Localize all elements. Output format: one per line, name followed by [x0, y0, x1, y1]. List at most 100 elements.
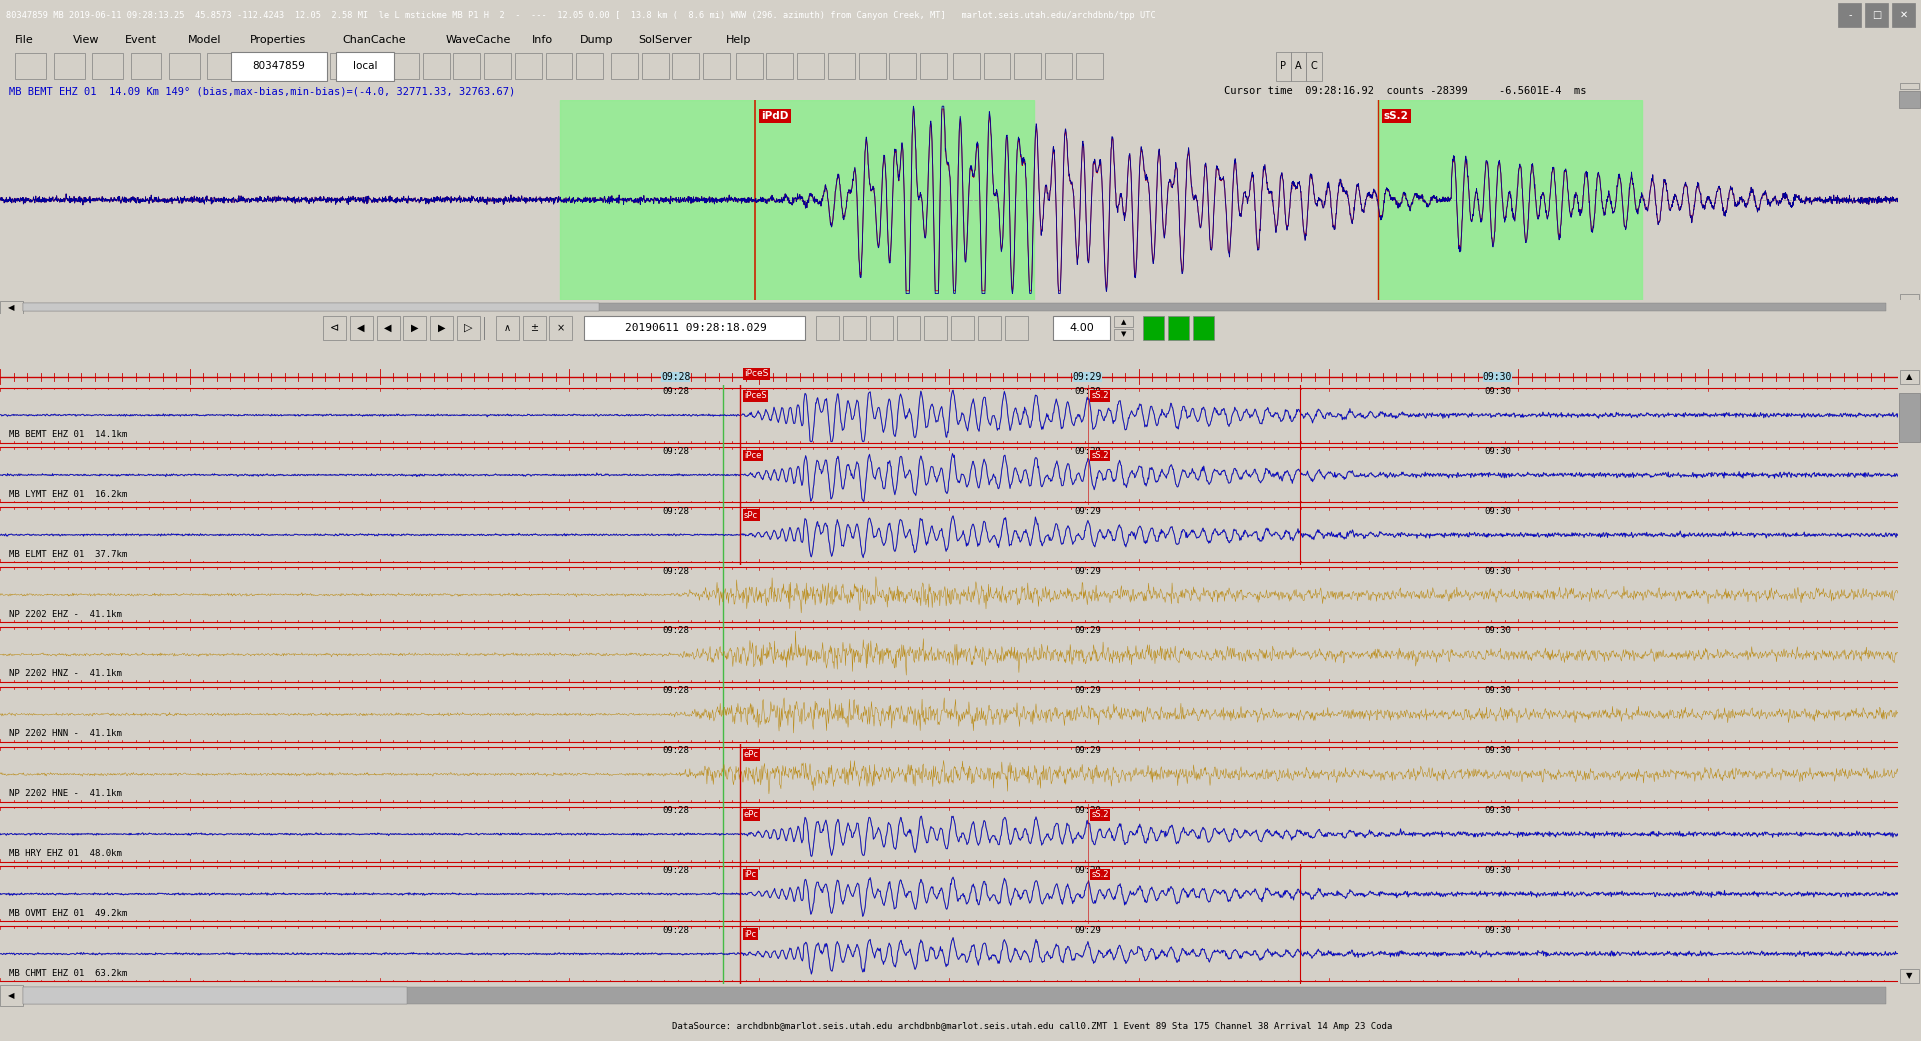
Bar: [231, 52, 327, 80]
Bar: [1114, 315, 1133, 327]
Bar: [859, 53, 886, 79]
Text: ePc: ePc: [743, 810, 759, 819]
Text: NP 2202 HNN -  41.1km: NP 2202 HNN - 41.1km: [10, 730, 123, 738]
Text: iPdD: iPdD: [761, 111, 788, 121]
Bar: [430, 315, 453, 340]
Text: 09:29: 09:29: [1074, 507, 1101, 515]
Bar: [1892, 3, 1915, 27]
Text: 09:29: 09:29: [1074, 566, 1101, 576]
Bar: [54, 53, 85, 79]
Text: 09:28: 09:28: [663, 866, 690, 874]
Text: NP 2202 HNE -  41.1km: NP 2202 HNE - 41.1km: [10, 789, 123, 798]
Bar: [1168, 315, 1189, 340]
Text: NP 2202 HNZ -  41.1km: NP 2202 HNZ - 41.1km: [10, 669, 123, 679]
Bar: [1143, 315, 1164, 340]
Text: sPc: sPc: [743, 511, 759, 519]
Text: 80347859 MB 2019-06-11 09:28:13.25  45.8573 -112.4243  12.05  2.58 MI  le L msti: 80347859 MB 2019-06-11 09:28:13.25 45.85…: [6, 10, 1156, 20]
Text: 09:29: 09:29: [1074, 387, 1101, 396]
Text: MB BEMT EHZ 01  14.1km: MB BEMT EHZ 01 14.1km: [10, 430, 127, 439]
Bar: [1291, 52, 1306, 80]
Text: Cursor time  09:28:16.92  counts -28399     -6.5601E-4  ms: Cursor time 09:28:16.92 counts -28399 -6…: [1224, 86, 1587, 96]
Text: ◀: ◀: [8, 303, 15, 311]
Bar: [576, 53, 603, 79]
Text: ▷: ▷: [465, 323, 473, 333]
Text: DataSource: archdbnb@marlot.seis.utah.edu archdbnb@marlot.seis.utah.edu call0.ZM: DataSource: archdbnb@marlot.seis.utah.ed…: [672, 1022, 1393, 1032]
Bar: [984, 53, 1010, 79]
Text: 09:29: 09:29: [1074, 746, 1101, 755]
Bar: [611, 53, 638, 79]
Bar: [1900, 295, 1919, 300]
Text: 09:30: 09:30: [1485, 686, 1512, 695]
Bar: [246, 53, 277, 79]
Text: 09:28: 09:28: [663, 627, 690, 635]
Bar: [330, 53, 357, 79]
Text: ±: ±: [530, 323, 538, 333]
Text: 09:30: 09:30: [1485, 566, 1512, 576]
Text: 09:28: 09:28: [663, 806, 690, 815]
Bar: [642, 53, 669, 79]
Text: ePc: ePc: [743, 751, 759, 759]
Bar: [924, 315, 947, 340]
Text: ◀: ◀: [357, 323, 365, 333]
Text: 09:30: 09:30: [1485, 627, 1512, 635]
Bar: [15, 53, 46, 79]
Text: sS.2: sS.2: [1091, 870, 1108, 879]
Bar: [484, 53, 511, 79]
Text: 09:30: 09:30: [1485, 507, 1512, 515]
Text: 09:29: 09:29: [1074, 925, 1101, 935]
Text: sS.2: sS.2: [1383, 111, 1408, 121]
Text: MB HRY EHZ 01  48.0km: MB HRY EHZ 01 48.0km: [10, 849, 123, 858]
Text: ×: ×: [557, 323, 565, 333]
Bar: [1900, 371, 1919, 384]
Text: MB OVMT EHZ 01  49.2km: MB OVMT EHZ 01 49.2km: [10, 909, 127, 918]
Text: NP 2202 EHZ -  41.1km: NP 2202 EHZ - 41.1km: [10, 610, 123, 618]
Text: 09:28: 09:28: [663, 746, 690, 755]
Text: ✕: ✕: [1900, 10, 1908, 20]
Bar: [889, 53, 916, 79]
Bar: [403, 315, 426, 340]
Text: Model: Model: [188, 35, 221, 45]
Bar: [549, 315, 572, 340]
Text: MB ELMT EHZ 01  37.7km: MB ELMT EHZ 01 37.7km: [10, 550, 127, 559]
Bar: [953, 53, 980, 79]
Bar: [515, 53, 542, 79]
Bar: [1276, 52, 1291, 80]
Bar: [361, 53, 388, 79]
Text: □: □: [1873, 10, 1881, 20]
Text: 09:30: 09:30: [1483, 372, 1512, 382]
Text: Properties: Properties: [250, 35, 305, 45]
Text: ▲: ▲: [1906, 372, 1913, 381]
Text: WaveCache: WaveCache: [446, 35, 511, 45]
Text: ◀: ◀: [384, 323, 392, 333]
Bar: [816, 315, 839, 340]
Text: ▶: ▶: [438, 323, 446, 333]
Bar: [559, 100, 1033, 300]
Text: sS.2: sS.2: [1091, 451, 1108, 460]
Bar: [169, 53, 200, 79]
Text: 09:29: 09:29: [1074, 866, 1101, 874]
Bar: [920, 53, 947, 79]
Text: 09:30: 09:30: [1485, 925, 1512, 935]
Text: ⊲: ⊲: [330, 323, 338, 333]
Text: 09:29: 09:29: [1072, 372, 1103, 382]
Bar: [457, 315, 480, 340]
Bar: [546, 53, 572, 79]
Bar: [23, 987, 1886, 1004]
Bar: [843, 315, 866, 340]
Text: ▼: ▼: [1906, 971, 1913, 981]
Bar: [1045, 53, 1072, 79]
Text: MB BEMT EHZ 01  14.09 Km 149° (bias,max-bias,min-bias)=(-4.0, 32771.33, 32763.67: MB BEMT EHZ 01 14.09 Km 149° (bias,max-b…: [10, 86, 515, 96]
Bar: [736, 53, 763, 79]
Text: 20190611 09:28:18.029: 20190611 09:28:18.029: [624, 323, 766, 333]
Text: iPceS: iPceS: [743, 391, 766, 400]
Bar: [672, 53, 699, 79]
Text: 09:29: 09:29: [1074, 806, 1101, 815]
Text: iPceS: iPceS: [743, 370, 768, 378]
Text: A: A: [1295, 61, 1302, 71]
Text: sS.2: sS.2: [1091, 810, 1108, 819]
Text: 09:30: 09:30: [1485, 806, 1512, 815]
Text: iPc: iPc: [743, 870, 757, 879]
Text: sS.2: sS.2: [1091, 391, 1108, 400]
Text: 09:30: 09:30: [1485, 387, 1512, 396]
Text: ▶: ▶: [411, 323, 419, 333]
